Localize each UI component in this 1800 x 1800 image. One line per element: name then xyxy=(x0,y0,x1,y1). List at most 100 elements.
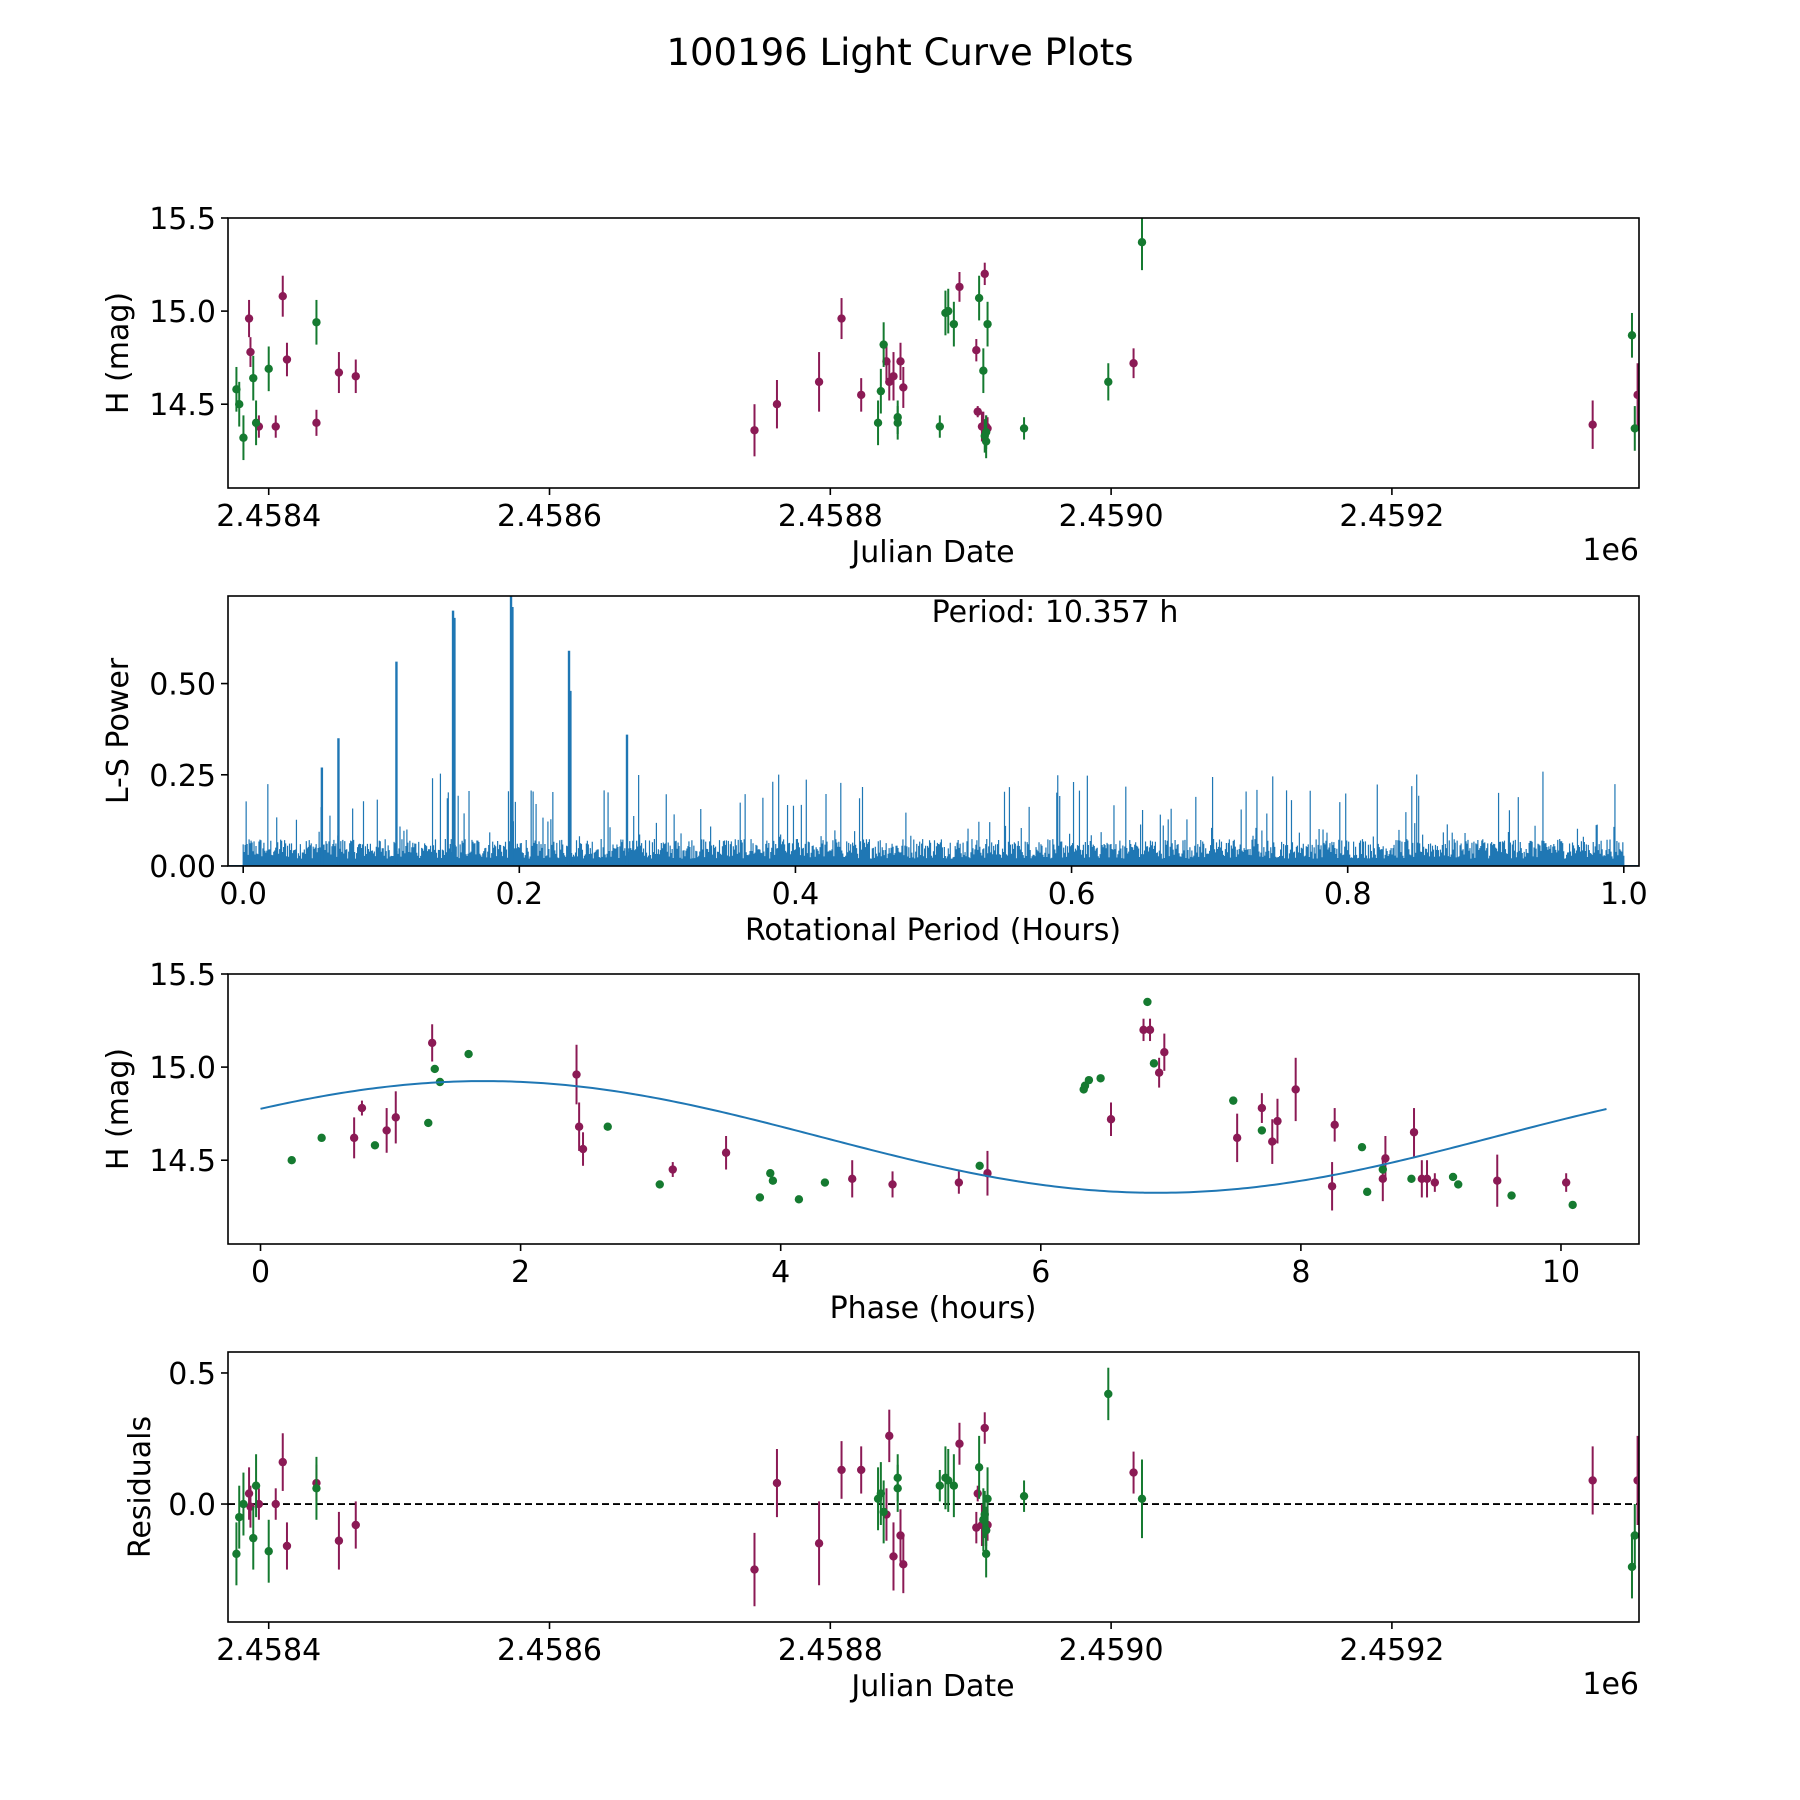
data-point xyxy=(1561,1178,1571,1187)
data-point xyxy=(424,1118,433,1128)
data-point xyxy=(1454,1180,1463,1189)
data-point xyxy=(244,314,254,323)
light-curve-xlabel: Julian Date xyxy=(849,535,1014,570)
x-tick-label: 0.6 xyxy=(1048,877,1096,912)
data-point xyxy=(837,314,846,323)
data-point xyxy=(1160,1048,1169,1057)
light-curve-x-offset: 1e6 xyxy=(1582,533,1639,568)
periodogram-ticks: 0.0 0.2 0.4 0.6 0.8 1.0 0.00 0.25 0.50 xyxy=(149,668,1647,912)
phased-xlabel: Phase (hours) xyxy=(830,1291,1037,1326)
light-curve-panel: 2.4584 2.4586 2.4588 2.4590 2.4592 14.5 15.0 15… xyxy=(101,202,1640,570)
x-tick-label: 2.4592 xyxy=(1339,1633,1444,1668)
data-point xyxy=(772,400,782,409)
data-point xyxy=(1378,1165,1388,1174)
data-point xyxy=(312,418,321,428)
data-point xyxy=(430,1064,439,1074)
data-point xyxy=(981,1526,991,1535)
data-point xyxy=(974,1463,984,1472)
data-point xyxy=(981,1549,991,1559)
data-point xyxy=(750,426,759,435)
data-point xyxy=(1407,1174,1416,1184)
data-point xyxy=(814,1539,824,1548)
data-point xyxy=(766,1169,775,1178)
data-point xyxy=(1630,1531,1639,1540)
phased-ylabel: H (mag) xyxy=(101,1048,136,1170)
x-tick-label: 2.4590 xyxy=(1059,499,1164,534)
x-tick-label: 1.0 xyxy=(1600,877,1648,912)
y-tick-label: 14.5 xyxy=(149,388,216,423)
data-point xyxy=(935,422,945,431)
data-point xyxy=(1291,1085,1300,1094)
data-point xyxy=(889,1552,898,1561)
data-point xyxy=(282,1541,292,1551)
residuals-x-offset: 1e6 xyxy=(1582,1667,1639,1702)
data-point xyxy=(896,357,905,366)
data-point xyxy=(1104,377,1113,387)
y-tick-label: 15.0 xyxy=(149,295,216,330)
data-point xyxy=(944,306,953,316)
data-point xyxy=(1588,420,1597,429)
x-tick-label: 2.4584 xyxy=(216,499,321,534)
x-tick-label: 4 xyxy=(771,1255,790,1290)
phased-panel: 0 2 4 6 8 10 14.5 15.0 15.5 Phase (hours) H (mag… xyxy=(101,958,1640,1326)
data-point xyxy=(979,366,988,375)
data-point xyxy=(1422,1174,1432,1184)
data-point xyxy=(1568,1200,1577,1210)
phased-plot-area xyxy=(260,997,1607,1211)
data-point xyxy=(271,1499,280,1509)
data-point xyxy=(983,1494,992,1503)
data-point xyxy=(1154,1068,1164,1077)
data-point xyxy=(251,1481,261,1490)
data-point xyxy=(879,340,888,349)
data-point xyxy=(848,1174,857,1184)
residuals-plot-area xyxy=(228,1367,1639,1607)
period-annotation: Period: 10.357 h xyxy=(932,595,1179,630)
data-point xyxy=(1137,1494,1147,1503)
y-tick-label: 0.25 xyxy=(149,759,216,794)
data-point xyxy=(1430,1178,1440,1187)
data-point xyxy=(351,372,360,381)
data-point xyxy=(668,1165,677,1174)
data-point xyxy=(287,1156,296,1165)
light-curve-ticks: 2.4584 2.4586 2.4588 2.4590 2.4592 14.5 15.0 15… xyxy=(149,202,1444,534)
data-point xyxy=(574,1122,584,1131)
data-point xyxy=(1363,1187,1372,1197)
residuals-panel: 2.4584 2.4586 2.4588 2.4590 2.4592 0.0 0.5 Jul… xyxy=(123,1351,1640,1704)
y-tick-label: 15.5 xyxy=(149,958,216,993)
light-curve-frame xyxy=(227,217,1640,489)
data-point xyxy=(1129,1468,1138,1477)
data-point xyxy=(972,346,981,355)
data-point xyxy=(879,1507,888,1517)
data-point xyxy=(235,1512,244,1522)
data-point xyxy=(1137,238,1147,247)
data-point xyxy=(271,422,280,431)
x-tick-label: 2.4586 xyxy=(497,499,602,534)
y-tick-label: 14.5 xyxy=(149,1144,216,1179)
data-point xyxy=(980,269,989,279)
y-tick-label: 0.5 xyxy=(168,1357,216,1392)
data-point xyxy=(351,1520,360,1530)
data-point xyxy=(954,1178,964,1187)
residuals-frame xyxy=(227,1351,1640,1623)
data-point xyxy=(1019,1491,1029,1501)
series-filter-B xyxy=(232,1367,1639,1599)
data-point xyxy=(814,377,824,387)
data-point xyxy=(572,1070,581,1079)
y-tick-label: 0.00 xyxy=(149,850,216,885)
data-point xyxy=(1019,424,1029,433)
data-point xyxy=(1507,1191,1516,1200)
data-point xyxy=(856,390,866,400)
data-point xyxy=(1357,1142,1367,1152)
data-point xyxy=(1630,424,1639,433)
periodogram-plot-area xyxy=(228,596,1639,866)
x-tick-label: 2.4584 xyxy=(216,1633,321,1668)
x-tick-label: 2.4590 xyxy=(1059,1633,1164,1668)
x-tick-label: 0.0 xyxy=(219,877,267,912)
data-point xyxy=(888,1180,897,1189)
data-point xyxy=(1268,1137,1277,1146)
data-point xyxy=(1273,1116,1282,1126)
data-point xyxy=(235,400,244,409)
x-tick-label: 2.4588 xyxy=(778,1633,883,1668)
data-point xyxy=(876,386,886,396)
